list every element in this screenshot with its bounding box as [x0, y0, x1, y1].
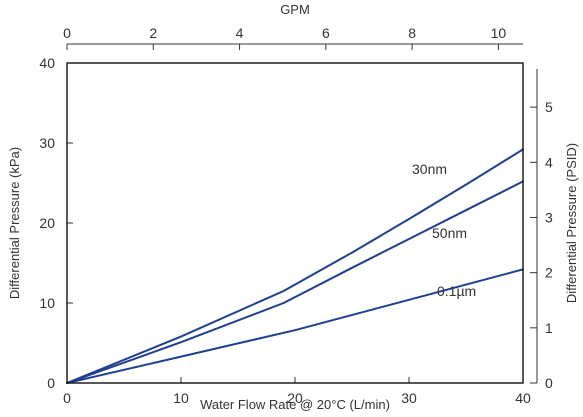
x2-tick-label: 0	[63, 25, 71, 41]
y2-tick-label: 1	[545, 320, 553, 336]
series-line-2	[66, 268, 524, 384]
x2-tick-label: 10	[491, 25, 507, 41]
y-tick-label: 10	[39, 295, 55, 311]
y-tick-label: 20	[39, 215, 55, 231]
series-line-1	[66, 180, 524, 384]
tick-marks	[66, 43, 538, 384]
x-tick-label: 20	[287, 390, 303, 406]
y-tick-label: 0	[47, 375, 55, 391]
series-label-50nm: 50nm	[432, 225, 467, 241]
y-axis-title: Differential Pressure (kPa)	[7, 147, 22, 299]
x-tick-label: 30	[401, 390, 417, 406]
tick-labels: 0 10 20 30 40 0 10 20 30 40 0 2 4 6 8 10 0 1 2 3 4 5	[39, 25, 553, 406]
x-tick-label: 10	[173, 390, 189, 406]
x2-tick-label: 2	[149, 25, 157, 41]
y2-tick-label: 2	[545, 265, 553, 281]
x2-tick-label: 8	[408, 25, 416, 41]
y-tick-label: 40	[39, 55, 55, 71]
x-axis-title: Water Flow Rate @ 20°C (L/min)	[200, 397, 390, 412]
y2-tick-label: 3	[545, 209, 553, 225]
y2-tick-label: 0	[545, 375, 553, 391]
y2-tick-label: 4	[545, 154, 553, 170]
series-label-0-1um: 0.1µm	[437, 283, 476, 299]
x2-tick-label: 6	[322, 25, 330, 41]
series-label-30nm: 30nm	[412, 161, 447, 177]
x-tick-label: 40	[515, 390, 531, 406]
x2-axis-title: GPM	[280, 2, 310, 17]
x2-tick-label: 4	[236, 25, 244, 41]
series-lines	[66, 148, 524, 384]
series-line-0	[66, 148, 524, 384]
y2-tick-label: 5	[545, 99, 553, 115]
plot-frame	[66, 62, 524, 384]
x-tick-label: 0	[63, 390, 71, 406]
y2-axis-title: Differential Pressure (PSID)	[564, 143, 579, 303]
y-tick-label: 30	[39, 135, 55, 151]
